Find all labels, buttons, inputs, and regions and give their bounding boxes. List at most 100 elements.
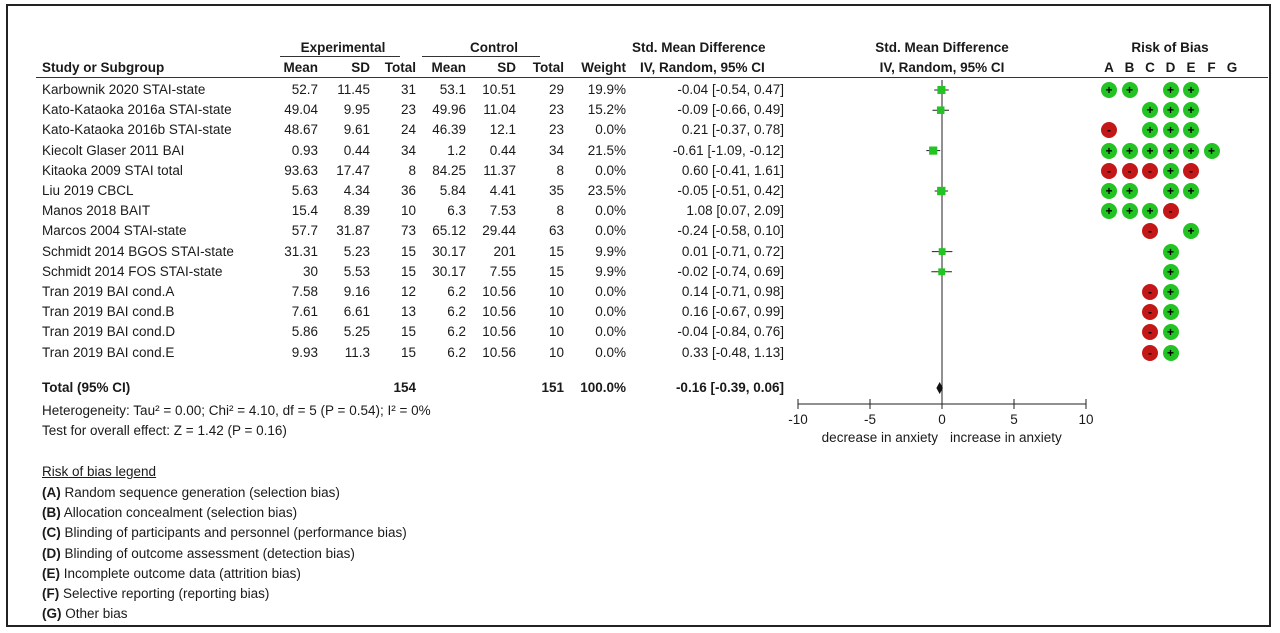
- rob-high-risk-icon: -: [1183, 162, 1199, 179]
- study-c-sd: 0.44: [489, 142, 516, 158]
- rob-low-risk-icon: +: [1162, 344, 1179, 361]
- rob-legend-item: (C) Blinding of participants and personn…: [42, 525, 407, 541]
- study-e-mean: 93.63: [284, 162, 318, 178]
- total-weight: 100.0%: [580, 380, 626, 395]
- study-e-mean: 5.86: [291, 324, 318, 340]
- study-ci-text: -0.05 [-0.51, 0.42]: [677, 183, 784, 198]
- exp-sd-header: SD: [351, 60, 370, 75]
- rob-low-risk-icon: +: [1142, 122, 1158, 139]
- study-c-mean: 84.25: [432, 162, 466, 178]
- study-e-sd: 5.23: [343, 243, 370, 259]
- study-name: Schmidt 2014 BGOS STAI-state: [42, 243, 234, 259]
- study-name: Schmidt 2014 FOS STAI-state: [42, 263, 223, 279]
- total-label: Total (95% CI): [42, 380, 131, 395]
- study-c-sd: 10.51: [482, 82, 516, 97]
- rob-high-risk-icon: -: [1142, 162, 1158, 179]
- study-c-mean: 53.1: [439, 82, 466, 97]
- study-c-mean: 5.84: [439, 183, 466, 198]
- study-c-total: 35: [548, 183, 564, 198]
- study-e-mean: 48.67: [284, 122, 318, 138]
- study-e-total: 15: [400, 344, 416, 360]
- study-ci-text: -0.61 [-1.09, -0.12]: [672, 142, 784, 158]
- study-ci-text: 0.33 [-0.48, 1.13]: [681, 344, 784, 360]
- rob-low-risk-icon: +: [1121, 183, 1138, 199]
- study-e-sd: 31.87: [336, 223, 370, 239]
- effect-square-marker: [929, 146, 938, 155]
- study-ci-text: -0.04 [-0.54, 0.47]: [677, 82, 784, 97]
- study-e-total: 8: [408, 162, 416, 178]
- study-c-mean: 46.39: [432, 122, 466, 138]
- study-c-total: 15: [548, 263, 564, 279]
- smd-method-header: IV, Random, 95% CI: [640, 60, 765, 75]
- rob-legend-title: Risk of bias legend: [42, 464, 157, 479]
- study-c-total: 8: [556, 162, 564, 178]
- study-c-sd: 11.37: [483, 162, 516, 178]
- study-c-total: 10: [548, 344, 564, 360]
- study-weight: 23.5%: [587, 183, 626, 198]
- study-e-total: 15: [400, 243, 416, 259]
- control-underline: [422, 56, 540, 57]
- rob-high-risk-icon: -: [1162, 203, 1179, 220]
- study-e-sd: 9.61: [343, 122, 370, 138]
- effect-square-marker: [936, 106, 945, 114]
- rob-legend-letter: (G): [42, 606, 62, 622]
- x-tick-label: -5: [864, 412, 876, 427]
- study-e-sd: 11.45: [337, 82, 370, 97]
- effect-square-marker: [937, 186, 946, 196]
- x-tick-label: -10: [788, 412, 808, 427]
- study-c-total: 10: [548, 304, 564, 320]
- rob-low-risk-icon: +: [1162, 324, 1179, 341]
- study-c-total: 23: [548, 102, 564, 118]
- study-ci-text: 0.21 [-0.37, 0.78]: [681, 122, 784, 138]
- study-e-sd: 11.3: [344, 344, 370, 360]
- effect-square-marker: [938, 248, 946, 256]
- study-c-sd: 10.56: [482, 284, 516, 299]
- study-c-sd: 10.56: [482, 324, 516, 340]
- study-e-sd: 0.44: [343, 142, 370, 158]
- rob-legend-letter: (F): [42, 586, 60, 601]
- study-weight: 0.0%: [595, 203, 626, 219]
- rob-legend-letter: (E): [42, 565, 60, 581]
- study-e-total: 36: [400, 183, 416, 198]
- study-ci-text: -0.09 [-0.66, 0.49]: [677, 102, 784, 118]
- rob-legend-text: Incomplete outcome data (attrition bias): [60, 565, 301, 581]
- study-e-mean: 57.7: [291, 223, 318, 239]
- study-e-mean: 9.93: [291, 344, 318, 360]
- rob-legend-item: (E) Incomplete outcome data (attrition b…: [42, 566, 301, 582]
- study-name: Tran 2019 BAI cond.D: [42, 324, 176, 340]
- rob-low-risk-icon: +: [1162, 122, 1179, 139]
- rob-legend-text: Blinding of outcome assessment (detectio…: [60, 545, 355, 561]
- ctrl-sd-header: SD: [497, 60, 516, 75]
- rob-low-risk-icon: +: [1101, 142, 1117, 159]
- study-c-mean: 6.3: [447, 203, 466, 219]
- rob-legend-item: (D) Blinding of outcome assessment (dete…: [42, 546, 355, 562]
- rob-high-risk-icon: -: [1142, 324, 1158, 341]
- rob-low-risk-icon: +: [1142, 102, 1158, 119]
- study-c-total: 8: [556, 203, 564, 219]
- rob-letter-header: B: [1124, 60, 1135, 75]
- rob-low-risk-icon: +: [1101, 203, 1117, 220]
- study-e-total: 15: [400, 324, 416, 340]
- total-exp-n: 154: [393, 380, 416, 395]
- study-name: Kato-Kataoka 2016b STAI-state: [42, 122, 232, 138]
- rob-low-risk-icon: +: [1162, 284, 1179, 300]
- rob-low-risk-icon: +: [1121, 82, 1138, 98]
- rob-high-risk-icon: -: [1101, 122, 1117, 139]
- smd-plot-header: Std. Mean Difference: [875, 40, 1009, 55]
- rob-high-risk-icon: -: [1142, 344, 1158, 361]
- study-weight: 0.0%: [595, 162, 626, 178]
- rob-legend-letter: (A): [42, 485, 61, 500]
- rob-low-risk-icon: +: [1162, 263, 1179, 280]
- x-tick-label: 5: [1010, 412, 1018, 427]
- study-e-sd: 5.25: [343, 324, 370, 340]
- rob-low-risk-icon: +: [1101, 82, 1117, 98]
- study-c-total: 23: [548, 122, 564, 138]
- smd-plot-method-header: IV, Random, 95% CI: [879, 60, 1005, 75]
- rob-letter-header: G: [1226, 60, 1238, 75]
- study-weight: 0.0%: [595, 122, 626, 138]
- rob-low-risk-icon: +: [1183, 122, 1199, 139]
- study-c-total: 63: [548, 223, 564, 239]
- header-separator: [36, 77, 1268, 78]
- rob-legend-item: (G) Other bias: [42, 606, 128, 622]
- study-c-total: 15: [548, 243, 564, 259]
